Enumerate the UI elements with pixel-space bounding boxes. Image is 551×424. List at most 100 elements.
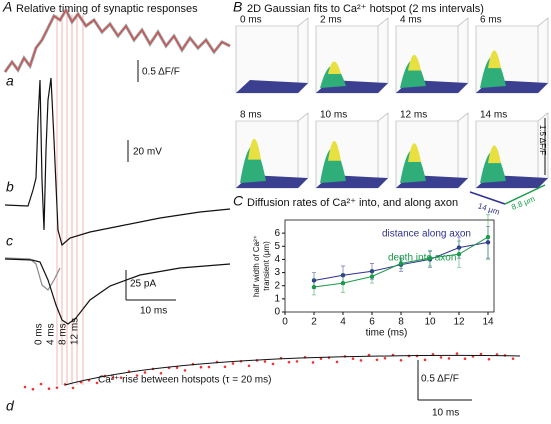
trace-b [4,77,231,247]
z-scale: 1.5 ΔF/F [538,125,547,155]
frame: 2 ms [315,15,389,94]
dot [23,385,27,389]
trace-label: d [6,398,15,414]
gaussian-top [408,54,421,71]
dot [111,376,115,379]
panel-c: C Diffusion rates of Ca²⁺ into, and alon… [233,193,495,339]
dot [287,360,291,364]
frame-label: 0 ms [240,15,262,26]
y-tick-label: 3 [274,267,280,278]
dot [175,366,179,369]
x-tick-label: 0 [282,317,288,328]
y-tick-label: 2 [274,280,280,291]
time-marker: 0 ms [34,323,45,345]
time-marker: 4 ms [46,323,57,345]
dot [431,352,435,356]
gaussian [480,151,506,183]
trace-a-fit [4,9,231,73]
fit-note: Ca²⁺ rise between hotspots (τ = 20 ms) [98,375,271,386]
dot [335,360,339,364]
gaussian [240,146,266,183]
x-tick-label: 8 [398,317,404,328]
dot [439,356,443,359]
frame: 12 ms [395,110,469,189]
dot [71,386,75,390]
frame: 10 ms [315,110,389,189]
x-tick-label: 6 [369,317,375,328]
dot [47,387,51,391]
trace-a [3,6,231,73]
time-marker: 12 ms [70,318,81,345]
frame-label: 10 ms [320,110,347,121]
trace-label: a [6,73,14,89]
panel-letter: A [2,0,12,15]
frame-label: 14 ms [480,110,507,121]
chart-title: Diffusion rates of Ca²⁺ into, and along … [247,197,458,209]
dot [447,357,451,360]
scale-label: 25 pA [130,279,156,290]
trace-label: b [6,179,14,195]
frame: 6 ms [475,15,549,94]
dot [423,358,427,362]
gaussian-top [328,141,341,161]
y-scale-bar [504,184,546,205]
plot-frame [284,219,495,313]
gaussian [480,56,506,88]
scale-bars [125,60,472,401]
x-axis-label: time (ms) [366,328,408,339]
dot [375,358,379,362]
frame: 8 ms [235,110,309,189]
time-marker: 8 ms [58,323,69,345]
scale-label: 0.5 ΔF/F [421,374,459,385]
dot [159,371,163,375]
y-tick-label: 0 [274,307,280,318]
x-tick-label: 4 [340,317,346,328]
frame-label: 2 ms [320,15,342,26]
dot [143,371,147,374]
dot [295,360,299,363]
panel-b: B 2D Gaussian fits to Ca²⁺ hotspot (2 ms… [233,0,549,217]
legend-label: distance along axon [382,229,471,240]
dot [399,358,403,362]
scale-label: 10 ms [140,306,167,317]
y-scale: 8.8 μm [510,194,537,212]
dot [383,356,387,360]
scale-label: 0.5 ΔF/F [142,67,180,78]
y-axis-label: half width of Ca²⁺ [252,235,261,297]
scale-label: 20 mV [133,147,162,158]
panel-a: A Relative timing of synaptic responses … [2,0,521,419]
gaussian [320,147,346,183]
frame: 0 ms [235,15,309,94]
dot [487,357,491,361]
dot [199,365,203,369]
frame-label: 8 ms [240,110,262,121]
dot [231,362,235,365]
panel-title: Relative timing of synaptic responses [16,3,198,15]
dot [39,382,43,386]
dot [455,352,459,355]
frame-label: 6 ms [480,15,502,26]
dot [463,357,467,361]
panel-title: 2D Gaussian fits to Ca²⁺ hotspot (2 ms i… [247,3,484,15]
x-tick-label: 10 [424,317,436,328]
dot [311,361,315,364]
y-tick-label: 1 [274,293,280,304]
gaussian-top [248,138,261,160]
point [485,234,491,240]
trace-d-fit [64,354,521,386]
trace-c-gray [4,257,61,291]
dot [319,357,323,360]
dot [31,387,35,391]
dot [95,381,99,385]
dot [183,369,187,372]
dot [359,359,363,362]
point [311,284,317,290]
dot [247,364,251,368]
y-tick-label: 5 [274,241,280,252]
trace-c [4,258,231,325]
gaussian-top [328,61,341,74]
gaussian-top [488,145,501,164]
frame-label: 4 ms [400,15,422,26]
panel-letter: B [233,0,242,15]
gaussian [400,149,426,183]
